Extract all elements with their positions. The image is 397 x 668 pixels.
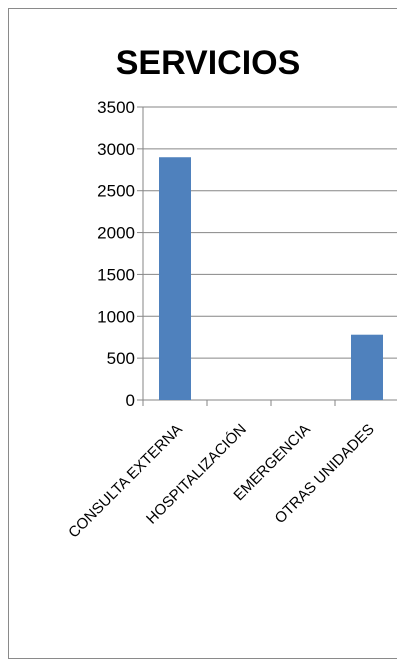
- chart-frame: [8, 8, 397, 659]
- bars: [159, 157, 383, 400]
- y-tick-label: 2500: [97, 182, 135, 201]
- y-tick-label: 1000: [97, 307, 135, 326]
- y-tick-label: 3000: [97, 140, 135, 159]
- bar: [159, 157, 191, 400]
- x-tick-label: CONSULTA EXTERNA: [65, 421, 186, 542]
- y-tick-label: 0: [126, 391, 135, 410]
- y-tick-label: 500: [107, 349, 135, 368]
- y-tick-label: 3500: [97, 98, 135, 117]
- bar: [351, 334, 383, 400]
- chart-title: SERVICIOS: [116, 44, 301, 82]
- y-tick-label: 2000: [97, 224, 135, 243]
- y-tick-label: 1500: [97, 265, 135, 284]
- y-tick-labels: 0 500 1000 1500 2000 2500 3000 3500: [97, 98, 135, 410]
- x-tick-labels: CONSULTA EXTERNAHOSPITALIZACIÓNEMERGENCI…: [65, 421, 378, 542]
